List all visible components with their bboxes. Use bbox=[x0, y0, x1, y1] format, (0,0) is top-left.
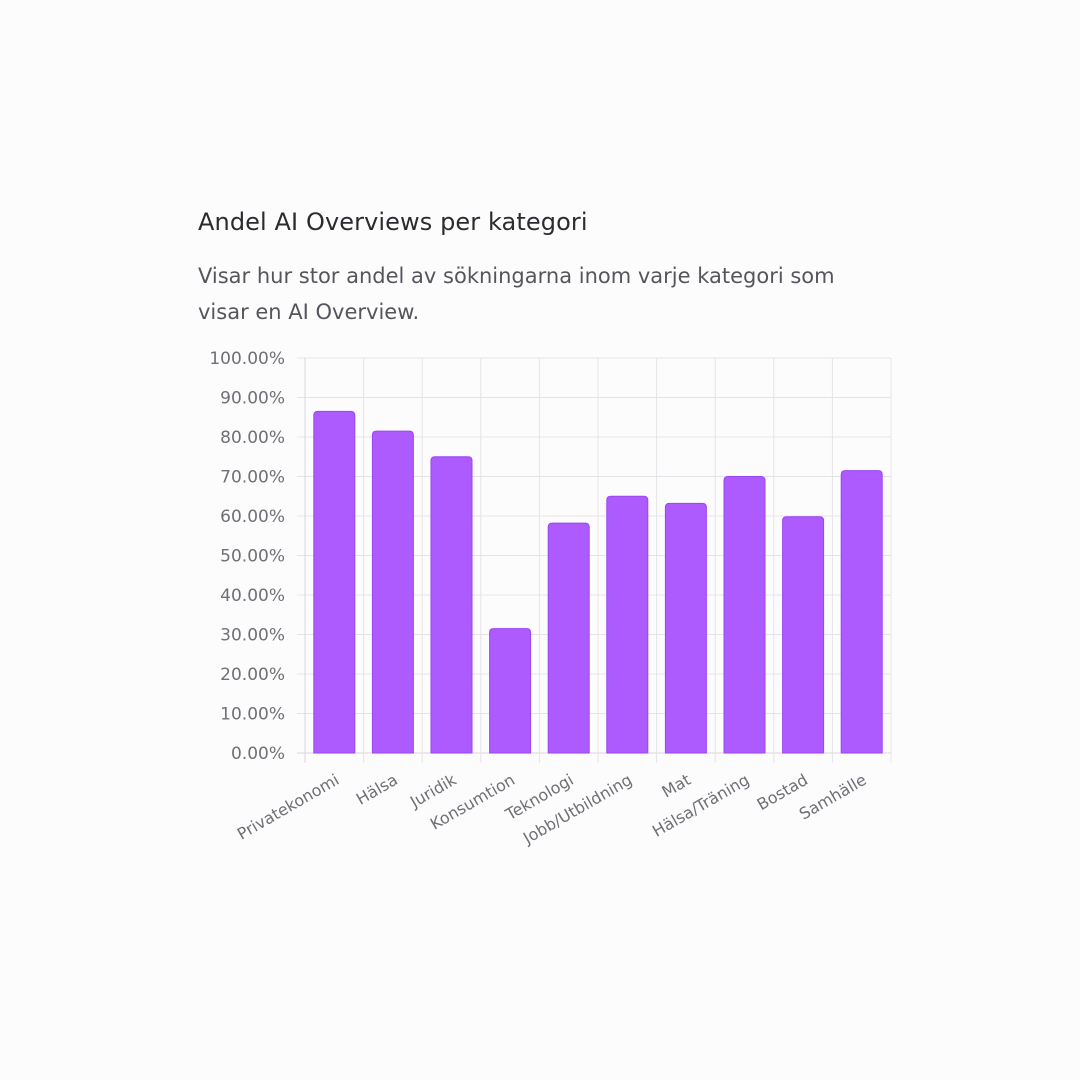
y-tick-label: 90.00% bbox=[220, 389, 285, 409]
y-tick-label: 30.00% bbox=[220, 626, 285, 646]
bar bbox=[723, 476, 766, 754]
y-tick-label: 50.00% bbox=[220, 547, 285, 567]
y-tick-label: 40.00% bbox=[220, 586, 285, 606]
y-tick-label: 0.00% bbox=[231, 744, 285, 764]
y-tick-label: 20.00% bbox=[220, 665, 285, 685]
y-tick-label: 100.00% bbox=[209, 349, 285, 369]
x-category-label: Samhälle bbox=[796, 770, 870, 824]
bar bbox=[430, 456, 473, 754]
bar bbox=[371, 430, 414, 754]
y-tick-label: 80.00% bbox=[220, 428, 285, 448]
y-tick-label: 70.00% bbox=[220, 468, 285, 488]
y-tick-label: 10.00% bbox=[220, 705, 285, 725]
y-tick-label: 60.00% bbox=[220, 507, 285, 527]
bar bbox=[606, 495, 649, 754]
bar bbox=[547, 522, 590, 754]
chart-subtitle: Visar hur stor andel av sökningarna inom… bbox=[198, 264, 835, 324]
x-category-label: Privatekonomi bbox=[234, 770, 342, 844]
x-category-label: Mat bbox=[659, 770, 694, 801]
chart-title: Andel AI Overviews per kategori bbox=[198, 208, 588, 236]
bar bbox=[782, 516, 825, 754]
bar bbox=[664, 502, 707, 754]
bar bbox=[840, 470, 883, 754]
x-category-label: Hälsa bbox=[353, 770, 401, 809]
bar bbox=[489, 628, 532, 754]
bar bbox=[313, 410, 356, 754]
